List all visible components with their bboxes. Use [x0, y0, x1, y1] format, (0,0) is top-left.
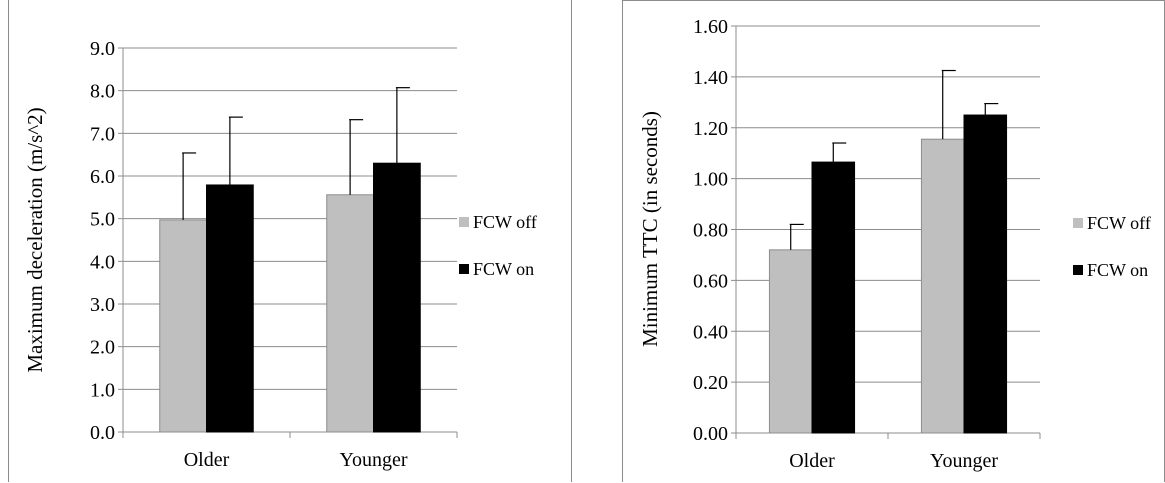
bar [326, 194, 374, 433]
bar [920, 138, 965, 434]
y-tick-label: 2.0 [90, 337, 115, 359]
chart-panel-max-deceleration: 0.0 1.0 2.0 3.0 4.0 5.0 6.0 7.0 8.0 9.0 Older Young… [8, 0, 572, 482]
y-tick-label: 0.20 [693, 372, 728, 394]
y-tick-label: 3.0 [90, 294, 115, 316]
y-tick-label: 1.00 [693, 169, 728, 191]
max-deceleration-chart: 0.0 1.0 2.0 3.0 4.0 5.0 6.0 7.0 8.0 9.0 Older Young… [23, 38, 537, 471]
bar [811, 161, 856, 434]
y-tick-label: 0.00 [693, 423, 728, 445]
legend-label: FCW off [1087, 213, 1151, 233]
y-tick-label: 8.0 [90, 81, 115, 103]
legend-label: FCW on [1087, 260, 1148, 280]
y-axis-title: Minimum TTC (in seconds) [638, 111, 662, 347]
y-tick-label: 5.0 [90, 209, 115, 231]
y-tick-label: 1.60 [693, 16, 728, 38]
y-tick-label: 0.80 [693, 220, 728, 242]
legend-swatch [1073, 265, 1083, 275]
y-tick-label: 0.60 [693, 270, 728, 292]
y-tick-label: 0.40 [693, 321, 728, 343]
chart-panel-min-ttc: 0.00 0.20 0.40 0.60 0.80 1.00 1.20 1.40 1.60 Olde… [622, 0, 1165, 482]
y-tick-label: 9.0 [90, 38, 115, 60]
y-tick-label: 6.0 [90, 166, 115, 188]
legend-swatch [459, 217, 469, 227]
bar [206, 184, 254, 433]
bar [373, 162, 421, 433]
legend-label: FCW on [473, 259, 534, 279]
y-tick-label: 1.0 [90, 379, 115, 401]
legend-swatch [1073, 218, 1083, 228]
y-tick-label: 1.20 [693, 118, 728, 140]
y-tick-label: 0.0 [90, 422, 115, 444]
y-axis-title: Maximum deceleration (m/s^2) [23, 107, 47, 372]
y-tick-label: 1.40 [693, 67, 728, 89]
y-tick-label: 7.0 [90, 123, 115, 145]
bar [768, 249, 813, 434]
x-category-label: Older [184, 449, 230, 471]
min-ttc-chart: 0.00 0.20 0.40 0.60 0.80 1.00 1.20 1.40 1.60 Olde… [638, 16, 1151, 472]
legend-swatch [459, 264, 469, 274]
bar [159, 219, 208, 433]
y-tick-label: 4.0 [90, 251, 115, 273]
x-category-label: Younger [930, 450, 998, 472]
x-category-label: Older [789, 450, 835, 472]
x-category-label: Younger [340, 449, 408, 471]
legend-label: FCW off [473, 212, 537, 232]
bar [963, 114, 1008, 434]
